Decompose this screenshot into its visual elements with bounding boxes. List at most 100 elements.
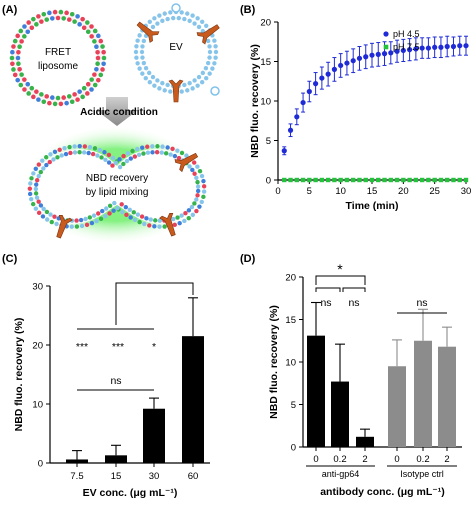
lipid-bead <box>187 164 192 169</box>
data-point-ph75 <box>351 177 356 183</box>
lipid-bead <box>110 155 116 161</box>
lipid-bead <box>177 220 182 226</box>
lipid-bead <box>41 206 46 212</box>
lipid-bead <box>25 81 31 87</box>
lipid-bead <box>52 9 58 15</box>
lipid-bead <box>87 144 93 150</box>
data-point-ph75 <box>457 177 462 183</box>
lipid-bead <box>140 145 145 150</box>
lipid-bead <box>45 217 50 222</box>
lipid-bead <box>140 44 145 49</box>
lipid-bead <box>137 219 142 225</box>
lipid-bead <box>195 184 201 189</box>
y-tick-label: 0 <box>266 176 271 187</box>
lipid-bead <box>194 197 199 202</box>
data-point-ph75 <box>319 177 325 183</box>
lipid-bead <box>36 173 41 179</box>
lipid-bead <box>15 33 20 39</box>
panel-d-letter: (D) <box>240 253 256 265</box>
lipid-bead <box>200 28 206 34</box>
lipid-bead <box>176 155 182 161</box>
data-point-ph75 <box>288 177 293 183</box>
lipid-bead <box>143 75 148 81</box>
lipid-bead <box>38 169 43 175</box>
data-point-ph75 <box>338 177 343 183</box>
data-point-ph45 <box>463 43 469 49</box>
lipid-bead <box>41 11 47 17</box>
data-point-ph45 <box>388 50 394 56</box>
lipid-bead <box>135 38 140 43</box>
panel-b-letter: (B) <box>240 4 256 16</box>
data-point-ph45 <box>331 66 337 72</box>
x-axis-title: antibody conc. (μg mL⁻¹) <box>320 486 445 498</box>
bar <box>105 455 127 463</box>
lipid-bead <box>135 212 141 217</box>
lipid-bead <box>199 173 205 179</box>
membrane-protein-icon <box>136 21 160 43</box>
data-point-ph45 <box>306 88 312 95</box>
lipid-bead <box>141 151 146 156</box>
lipid-bead <box>213 55 218 60</box>
lipid-bead <box>168 152 173 157</box>
lipid-bead <box>139 214 145 219</box>
lipid-bead <box>132 217 138 223</box>
lipid-bead <box>15 77 20 83</box>
lipid-bead <box>36 210 42 216</box>
y-tick-label: 5 <box>266 136 271 147</box>
lipid-bead <box>72 150 78 155</box>
x-tick-label: 5 <box>307 186 312 197</box>
lipid-bead <box>98 38 104 44</box>
lipid-bead <box>91 213 97 218</box>
data-point-ph45 <box>350 58 356 64</box>
lipid-bead <box>155 78 160 83</box>
lipid-bead <box>67 144 72 150</box>
lipid-bead <box>18 28 24 34</box>
lipid-bead <box>190 86 195 91</box>
lipid-bead <box>121 153 126 159</box>
lipid-bead <box>140 55 145 60</box>
lipid-bead <box>19 39 24 44</box>
data-point-ph45 <box>400 47 406 54</box>
lipid-bead <box>22 77 27 82</box>
x-tick-label: 15 <box>367 186 378 197</box>
significance-stars-15: *** <box>112 341 124 353</box>
lipid-bead <box>190 13 195 18</box>
lipid-bead <box>80 94 85 100</box>
x-tick-label: 60 <box>188 471 199 482</box>
lipid-bead <box>115 205 120 211</box>
lipid-bead <box>140 71 145 76</box>
lipid-bead <box>194 175 199 181</box>
legend-label-ph75: pH 7.5 <box>393 42 420 52</box>
panel-a-letter: (A) <box>2 4 18 16</box>
data-point-ph45 <box>457 43 463 49</box>
lipid-bead <box>127 207 132 213</box>
lipid-bead <box>74 224 80 229</box>
lipid-bead <box>145 150 151 155</box>
lipid-bead <box>62 146 67 151</box>
lipid-bead <box>187 80 192 86</box>
lipid-bead <box>147 223 152 228</box>
lipid-bead <box>195 188 201 194</box>
lipid-bead <box>10 49 15 55</box>
lipid-bead <box>145 144 150 149</box>
lipid-bead <box>106 160 112 165</box>
lipid-bead <box>25 29 31 35</box>
lipid-bead <box>175 148 180 153</box>
lipid-bead <box>170 15 176 21</box>
data-point-ph45 <box>381 51 388 57</box>
liposome-label-line2: liposome <box>38 61 78 72</box>
data-point-ph45 <box>281 148 287 154</box>
bar-anti-gp64 <box>356 436 374 447</box>
lipid-bead <box>26 91 31 96</box>
ns-bracket <box>342 287 366 292</box>
lipid-bead <box>95 153 100 158</box>
lipid-bead <box>165 82 170 88</box>
data-point-ph45 <box>287 127 294 133</box>
lipid-bead <box>81 85 87 91</box>
lipid-bead <box>74 218 79 223</box>
lipid-bead <box>194 208 199 214</box>
lipid-bead <box>66 17 72 22</box>
lipid-bead <box>17 44 22 50</box>
lipid-bead <box>92 146 98 151</box>
